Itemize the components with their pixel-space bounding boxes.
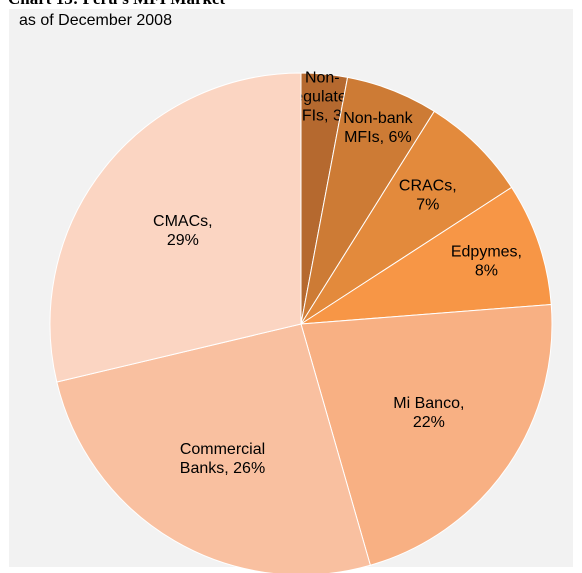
slice-label-commercial-banks: Commercial Banks, 26% bbox=[180, 441, 265, 477]
pie-slice-cmacs bbox=[49, 72, 302, 383]
slice-label-mi-banco: Mi Banco, 22% bbox=[393, 395, 464, 431]
slice-label-edpymes: Edpymes, 8% bbox=[451, 244, 522, 280]
chart-subtitle: as of December 2008 bbox=[19, 12, 172, 29]
slice-label-cracs: CRACs, 7% bbox=[399, 178, 457, 214]
slice-label-cmacs: CMACs, 29% bbox=[153, 213, 213, 249]
chart-title: Chart 13: Peru's MFI Market bbox=[8, 0, 225, 9]
slice-label-non-bank-mfis: Non-bank MFIs, 6% bbox=[343, 110, 413, 146]
pie-slice-commercial-banks bbox=[56, 323, 371, 573]
pie-slice-mi-banco bbox=[300, 303, 553, 566]
pie-slice-cracs bbox=[300, 110, 513, 325]
pie-slice-edpymes bbox=[300, 186, 552, 325]
